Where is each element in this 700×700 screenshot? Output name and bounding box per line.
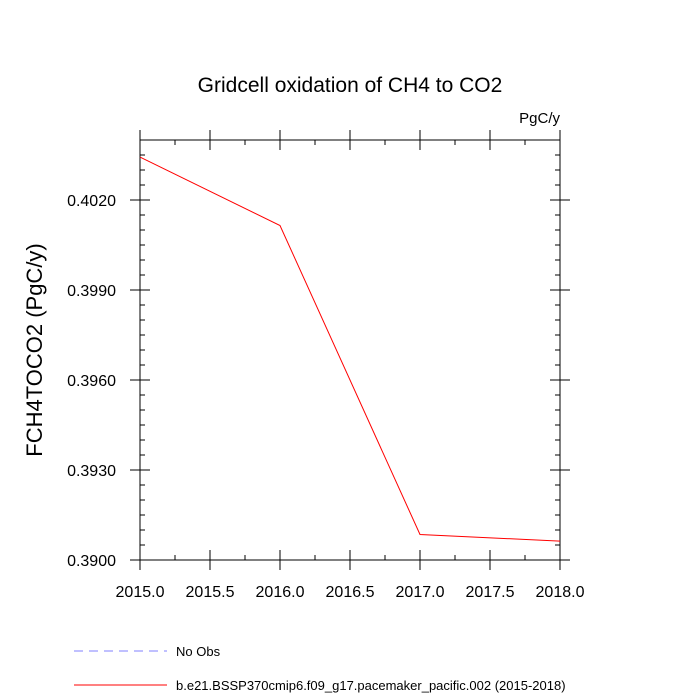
- y-tick-labels: 0.3900 0.3930 0.3960 0.3990 0.4020: [67, 193, 116, 570]
- legend: No Obs b.e21.BSSP370cmip6.f09_g17.pacema…: [74, 644, 566, 693]
- x-tick-label: 2015.5: [186, 584, 235, 601]
- x-tick-label: 2017.5: [466, 584, 515, 601]
- legend-label-model: b.e21.BSSP370cmip6.f09_g17.pacemaker_pac…: [176, 678, 566, 693]
- x-tick-label: 2016.5: [326, 584, 375, 601]
- series-layer: [139, 156, 561, 542]
- x-tick-label: 2016.0: [256, 584, 305, 601]
- legend-label-no-obs: No Obs: [176, 644, 221, 659]
- y-tick-label: 0.3930: [67, 463, 116, 480]
- plot-frame: [139, 139, 561, 561]
- x-tick-label: 2015.0: [116, 584, 165, 601]
- x-tick-labels: 2015.0 2015.5 2016.0 2016.5 2017.0 2017.5 2018…: [116, 584, 585, 601]
- x-tick-label: 2018.0: [536, 584, 585, 601]
- y-tick-label: 0.4020: [67, 193, 116, 210]
- chart-title: Gridcell oxidation of CH4 to CO2: [198, 74, 503, 97]
- y-tick-label: 0.3900: [67, 553, 116, 570]
- y-tick-label: 0.3960: [67, 373, 116, 390]
- units-label: PgC/y: [519, 110, 560, 127]
- x-tick-label: 2017.0: [396, 584, 445, 601]
- major-ticks: [130, 130, 570, 570]
- series-line: [139, 156, 561, 542]
- y-axis-label: FCH4TOCO2 (PgC/y): [22, 243, 47, 457]
- y-tick-label: 0.3990: [67, 283, 116, 300]
- minor-ticks: [139, 139, 561, 561]
